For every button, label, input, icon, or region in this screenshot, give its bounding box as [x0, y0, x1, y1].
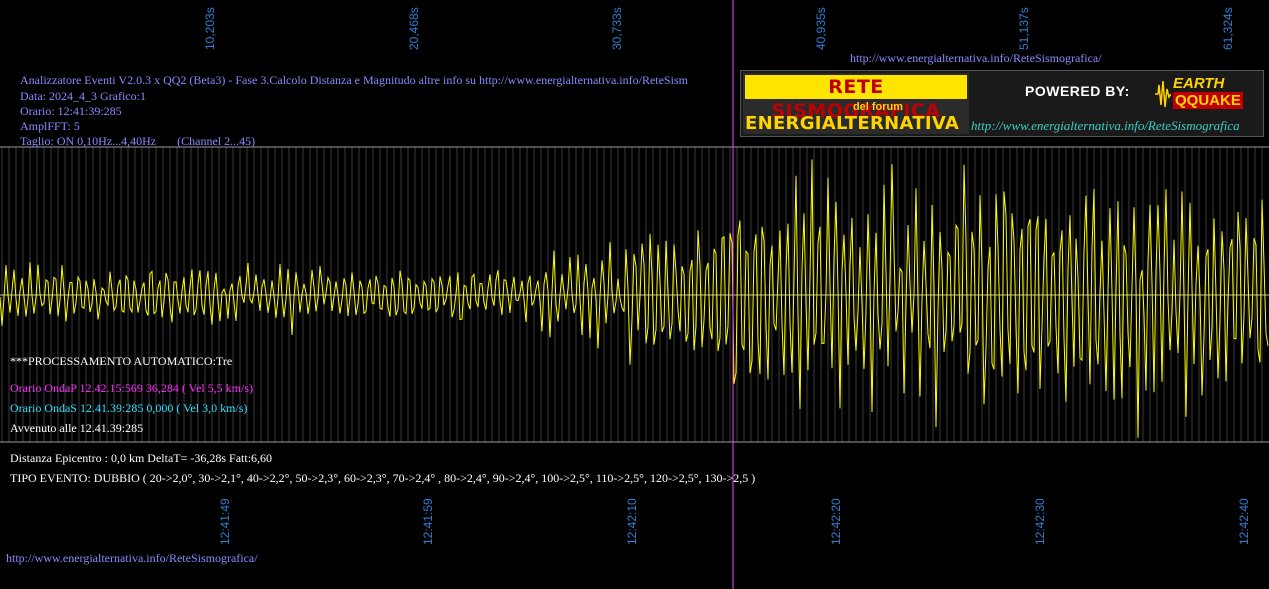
bottom-tick-label: 12:42:30 [1033, 498, 1047, 545]
logo-qquake-text: QQUAKE [1173, 92, 1243, 109]
logo-forum-text: del forum [852, 101, 904, 113]
earthqquake-logo: EARTH QQUAKE [1155, 75, 1243, 111]
top-url-link[interactable]: http://www.energialternativa.info/ReteSi… [850, 51, 1102, 65]
bottom-tick-label: 12:42:20 [829, 498, 843, 545]
top-tick-label: 20,468s [407, 7, 421, 50]
ampl-fft-label: AmplFFT: 5 [20, 119, 80, 133]
seismic-trace [0, 159, 1269, 438]
top-tick-label: 30,733s [610, 7, 624, 50]
date-label: Data: 2024_4_3 Grafico:1 [20, 89, 146, 103]
avvenuto-label: Avvenuto alle 12.41.39:285 [10, 421, 144, 435]
top-tick-label: 61,324s [1221, 7, 1235, 50]
bottom-tick-label: 12:41:49 [218, 498, 232, 545]
onda-s-label: Orario OndaS 12.41.39:285 0,000 ( Vel 3,… [10, 401, 248, 415]
logo-url-text: http://www.energialternativa.info/ReteSi… [971, 118, 1240, 133]
logo-energialternativa-text: ENERGIALTERNATIVA [745, 113, 960, 134]
distance-label: Distanza Epicentro : 0,0 km DeltaT= -36,… [10, 451, 273, 465]
processing-title: ***PROCESSAMENTO AUTOMATICO:Tre [10, 354, 233, 368]
filter-label: Taglio: ON 0,10Hz...4,40Hz (Channel 2...… [20, 134, 256, 148]
rete-sismografica-logo[interactable]: RETE SISMOGRAFICA del forum ENERGIALTERN… [740, 70, 1264, 137]
logo-powered-text: POWERED BY: [1025, 83, 1130, 99]
app-title: Analizzatore Eventi V2.0.3 x QQ2 (Beta3)… [20, 73, 688, 87]
logo-left-panel: RETE SISMOGRAFICA del forum ENERGIALTERN… [743, 73, 969, 134]
bottom-tick-label: 12:42:40 [1237, 498, 1251, 545]
time-label: Orario: 12:41:39:285 [20, 104, 122, 118]
event-type-label: TIPO EVENTO: DUBBIO ( 20->2,0°, 30->2,1°… [10, 471, 756, 485]
top-tick-label: 40,935s [814, 7, 828, 50]
logo-earth-text: EARTH [1173, 75, 1225, 92]
top-tick-label: 51,137s [1017, 7, 1031, 50]
bottom-tick-label: 12:41:59 [421, 498, 435, 545]
seismic-wave-icon [1155, 80, 1171, 108]
top-tick-label: 10,203s [203, 7, 217, 50]
bottom-tick-label: 12:42:10 [625, 498, 639, 545]
logo-rete-text: RETE SISMOGRAFICA [745, 75, 967, 122]
onda-p-label: Orario OndaP 12.42.15:569 36,284 ( Vel 5… [10, 381, 253, 395]
bottom-url-link[interactable]: http://www.energialternativa.info/ReteSi… [6, 551, 258, 565]
